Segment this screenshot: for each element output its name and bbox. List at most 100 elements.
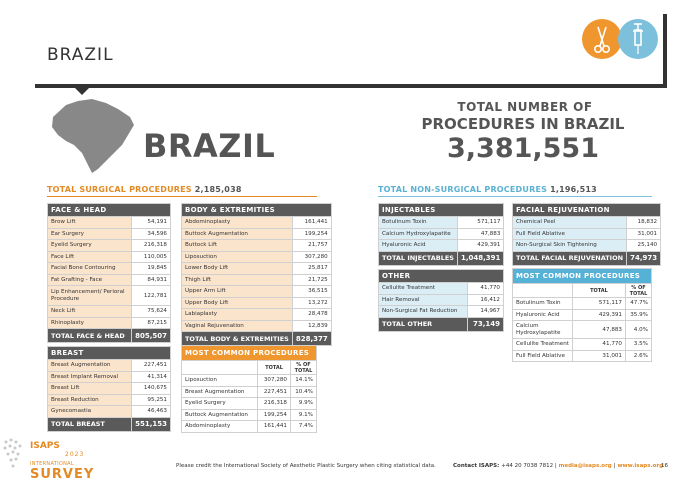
- footer-contact: Contact ISAPS: +44 20 7038 7812 | media@…: [453, 463, 663, 469]
- row-label: Abdominoplasty: [181, 216, 293, 229]
- row-label: Cellulite Treatment: [512, 338, 573, 351]
- row-pct: 47.7%: [625, 297, 652, 310]
- table-title: BREAST: [47, 346, 171, 360]
- table-row: Ear Surgery 34,596: [46, 227, 171, 240]
- footer-contact-label: Contact ISAPS:: [453, 463, 500, 469]
- table-row: Upper Body Lift 13,272: [181, 296, 332, 309]
- total-heading-line2: PROCEDURES IN BRAZIL: [421, 115, 625, 133]
- row-label: Hyaluronic Acid: [378, 239, 458, 252]
- row-label: Lip Enhancement/ Perioral Procedure: [46, 285, 133, 306]
- logo-survey: SURVEY: [30, 467, 95, 482]
- col-total: TOTAL: [257, 360, 291, 375]
- table-row: Non-Surgical Fat Reduction 14,967: [378, 305, 504, 318]
- table-title: BODY & EXTREMITIES: [181, 203, 332, 217]
- footer-email-link[interactable]: media@isaps.org: [558, 463, 612, 469]
- row-label: Lower Body Lift: [181, 262, 293, 275]
- row-label: Face Lift: [46, 250, 133, 263]
- row-total: 47,883: [572, 320, 626, 339]
- row-pct: 9.9%: [290, 397, 317, 410]
- row-value: 87,215: [131, 316, 171, 329]
- row-total: 429,391: [572, 308, 626, 321]
- row-value: 12,839: [291, 319, 332, 332]
- row-label: Botulinum Toxin: [378, 216, 458, 229]
- row-total: 216,318: [257, 397, 291, 410]
- footer-site-link[interactable]: www.isaps.org: [617, 463, 664, 469]
- table-row: Breast Augmentation 227,451 10.4%: [180, 385, 317, 398]
- table-row: Breast Lift 140,675: [46, 382, 171, 395]
- logo-name: ISAPS: [30, 441, 60, 451]
- nonsurgical-value: 1,196,513: [550, 185, 597, 194]
- row-value: 41,314: [131, 370, 171, 383]
- row-label: Labiaplasty: [181, 308, 293, 321]
- row-label: Neck Lift: [46, 305, 133, 318]
- row-value: 46,463: [131, 405, 171, 418]
- table-row: Botulinum Toxin 571,117 47.7%: [512, 297, 652, 310]
- row-value: 110,005: [131, 250, 171, 263]
- row-value: 307,280: [291, 250, 332, 263]
- row-label: Thigh Lift: [181, 273, 293, 286]
- row-value: 16,412: [467, 293, 504, 306]
- row-value: 21,725: [291, 273, 332, 286]
- col-total: TOTAL: [572, 283, 626, 298]
- table-title: OTHER: [378, 269, 504, 283]
- row-value: 14,967: [467, 305, 504, 318]
- row-total: 199,254: [257, 408, 291, 421]
- row-value: 25,817: [291, 262, 332, 275]
- table-title: MOST COMMON PROCEDURES: [512, 268, 652, 284]
- table-row: Abdominoplasty 161,441 7.4%: [180, 420, 317, 433]
- table-row: Vaginal Rejuvenation 12,839: [181, 319, 332, 332]
- row-total: 227,451: [257, 385, 291, 398]
- col-name: [180, 360, 259, 375]
- row-label: Breast Reduction: [46, 393, 133, 406]
- row-pct: 9.1%: [290, 408, 317, 421]
- table-row: Hyaluronic Acid 429,391: [378, 239, 505, 252]
- table-row: Calcium Hydroxylapatite 47,883 4.0%: [512, 320, 652, 339]
- table-row: Breast Reduction 95,251: [46, 393, 171, 406]
- row-value: 84,931: [131, 273, 171, 286]
- row-value: 25,140: [626, 239, 662, 252]
- total-value: 73,149: [467, 316, 504, 332]
- injectables-table: INJECTABLES Botulinum Toxin 571,117 Calci…: [377, 203, 505, 266]
- row-label: Buttock Augmentation: [180, 408, 259, 421]
- row-total: 31,001: [572, 349, 626, 362]
- other-table: OTHER Cellulite Treatment 41,770 Hair Rem…: [378, 269, 504, 332]
- row-value: 122,781: [131, 285, 171, 306]
- table-row: Lip Enhancement/ Perioral Procedure 122,7…: [46, 285, 171, 306]
- row-value: 571,117: [456, 216, 505, 229]
- row-label: Vaginal Rejuvenation: [181, 319, 293, 332]
- row-label: Breast Augmentation: [46, 359, 133, 372]
- table-row: Lower Body Lift 25,817: [181, 262, 332, 275]
- row-value: 429,391: [456, 239, 505, 252]
- table-row: Breast Augmentation 227,451: [46, 359, 171, 372]
- row-value: 75,624: [131, 305, 171, 318]
- row-value: 21,757: [291, 239, 332, 252]
- row-value: 34,596: [131, 227, 171, 240]
- row-pct: 35.9%: [625, 308, 652, 321]
- surgical-rule: [47, 196, 317, 197]
- total-label: TOTAL BODY & EXTREMITIES: [181, 331, 293, 346]
- row-label: Calcium Hydroxylapatite: [378, 227, 458, 240]
- row-label: Upper Arm Lift: [181, 285, 293, 298]
- table-title: FACE & HEAD: [47, 203, 171, 217]
- header-title: BRAZIL: [47, 45, 114, 65]
- total-label: TOTAL BREAST: [46, 416, 133, 432]
- row-pct: 2.6%: [625, 349, 652, 362]
- row-total: 41,770: [572, 338, 626, 351]
- facial-rejuvenation-table: FACIAL REJUVENATION Chemical Peel 18,832 …: [511, 203, 662, 266]
- table-row: Face Lift 110,005: [46, 250, 171, 263]
- header-notch: [73, 86, 91, 95]
- table-title: MOST COMMON PROCEDURES: [181, 345, 317, 361]
- row-label: Breast Augmentation: [180, 385, 259, 398]
- row-label: Cellulite Treatment: [378, 282, 468, 295]
- table-row: Abdominoplasty 161,441: [181, 216, 332, 229]
- row-label: Upper Body Lift: [181, 296, 293, 309]
- row-label: Hyaluronic Acid: [512, 308, 573, 321]
- face-head-table: FACE & HEAD Brow Lift 54,191 Ear Surgery 3…: [46, 203, 171, 343]
- row-label: Calcium Hydroxylapatite: [512, 320, 573, 339]
- row-total: 161,441: [257, 420, 291, 433]
- table-row: Liposuction 307,280 14.1%: [180, 374, 317, 387]
- row-value: 18,832: [626, 216, 662, 229]
- row-label: Full Field Ablative: [512, 349, 573, 362]
- table-row: Breast Implant Removal 41,314: [46, 370, 171, 383]
- row-pct: 4.0%: [625, 320, 652, 339]
